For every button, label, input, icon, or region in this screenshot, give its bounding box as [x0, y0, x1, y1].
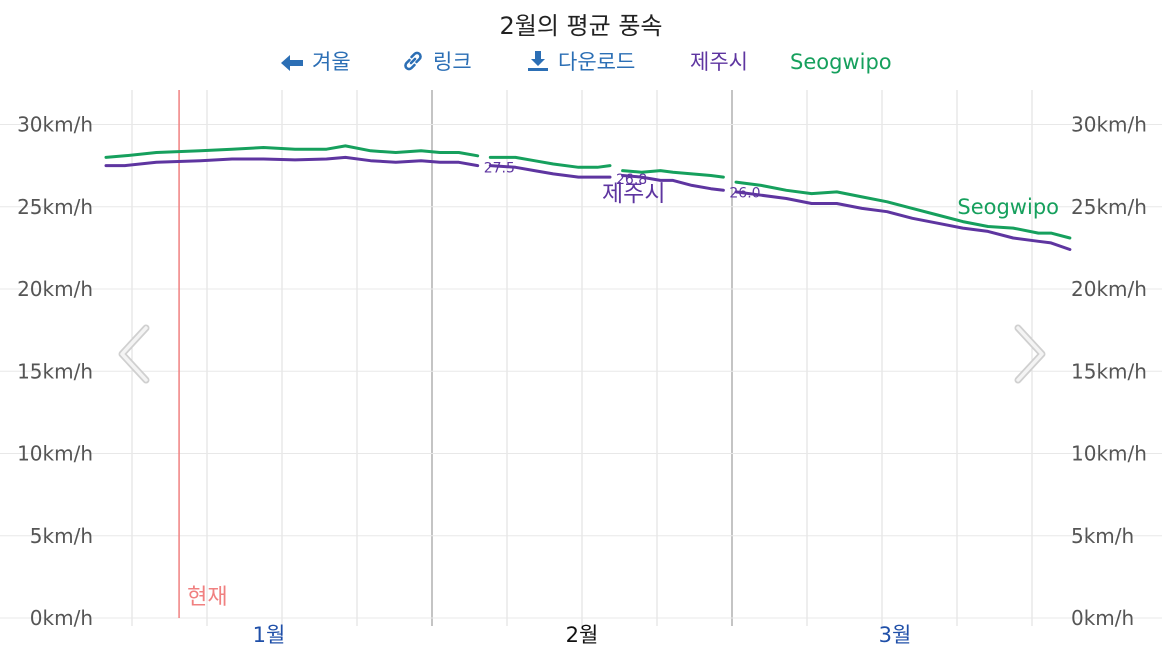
series-label-seogwipo: Seogwipo: [957, 195, 1059, 219]
series-line-jeju: [104, 155, 480, 168]
legend-item-seogwipo[interactable]: Seogwipo: [790, 50, 892, 74]
series-line-seogwipo: [488, 155, 612, 169]
month-label: 2월: [566, 623, 599, 647]
legend-item-jeju[interactable]: 제주시: [690, 50, 748, 74]
download-icon: [528, 51, 548, 71]
y-tick-label-left: 5km/h: [30, 524, 93, 548]
month-label[interactable]: 1월: [253, 623, 286, 647]
download-label: 다운로드: [558, 50, 636, 74]
prev-season-button[interactable]: 겨울: [280, 47, 351, 77]
prev-season-label: 겨울: [312, 50, 351, 74]
data-label: 27.5: [484, 161, 515, 177]
month-label[interactable]: 3월: [879, 623, 912, 647]
chevron-right-icon: [1014, 324, 1046, 384]
now-label: 현재: [187, 585, 227, 610]
series-line-seogwipo: [104, 144, 480, 159]
y-tick-label-right: 25km/h: [1071, 195, 1147, 219]
series-line-jeju: [488, 164, 612, 179]
prev-arrow-button[interactable]: [114, 322, 154, 386]
y-tick-label-right: 0km/h: [1071, 606, 1134, 630]
y-tick-label-left: 15km/h: [17, 359, 93, 383]
y-tick-label-left: 30km/h: [17, 113, 93, 137]
link-label: 링크: [433, 50, 472, 74]
series-line-seogwipo: [734, 180, 1072, 240]
y-tick-label-right: 15km/h: [1071, 359, 1147, 383]
y-tick-label-right: 5km/h: [1071, 524, 1134, 548]
series-line-seogwipo: [621, 169, 725, 179]
link-icon: [404, 51, 422, 71]
series-line-jeju: [734, 190, 1072, 251]
y-tick-label-left: 20km/h: [17, 277, 93, 301]
link-button[interactable]: 링크: [401, 47, 472, 77]
next-arrow-button[interactable]: [1010, 322, 1050, 386]
arrow-left-icon: [281, 55, 303, 71]
chevron-left-icon: [118, 324, 150, 384]
download-button[interactable]: 다운로드: [526, 47, 635, 77]
series-line-jeju: [621, 174, 725, 192]
toolbar: 겨울 링크 다운로드 제주시 Seogwipo: [0, 47, 1162, 81]
chart-title: 2월의 평균 풍속: [499, 12, 663, 40]
y-tick-label-left: 0km/h: [30, 606, 93, 630]
y-tick-label-left: 10km/h: [17, 442, 93, 466]
y-tick-label-right: 10km/h: [1071, 442, 1147, 466]
y-tick-label-right: 20km/h: [1071, 277, 1147, 301]
y-tick-label-right: 30km/h: [1071, 113, 1147, 137]
y-tick-label-left: 25km/h: [17, 195, 93, 219]
series-label-jeju: 제주시: [602, 181, 665, 207]
